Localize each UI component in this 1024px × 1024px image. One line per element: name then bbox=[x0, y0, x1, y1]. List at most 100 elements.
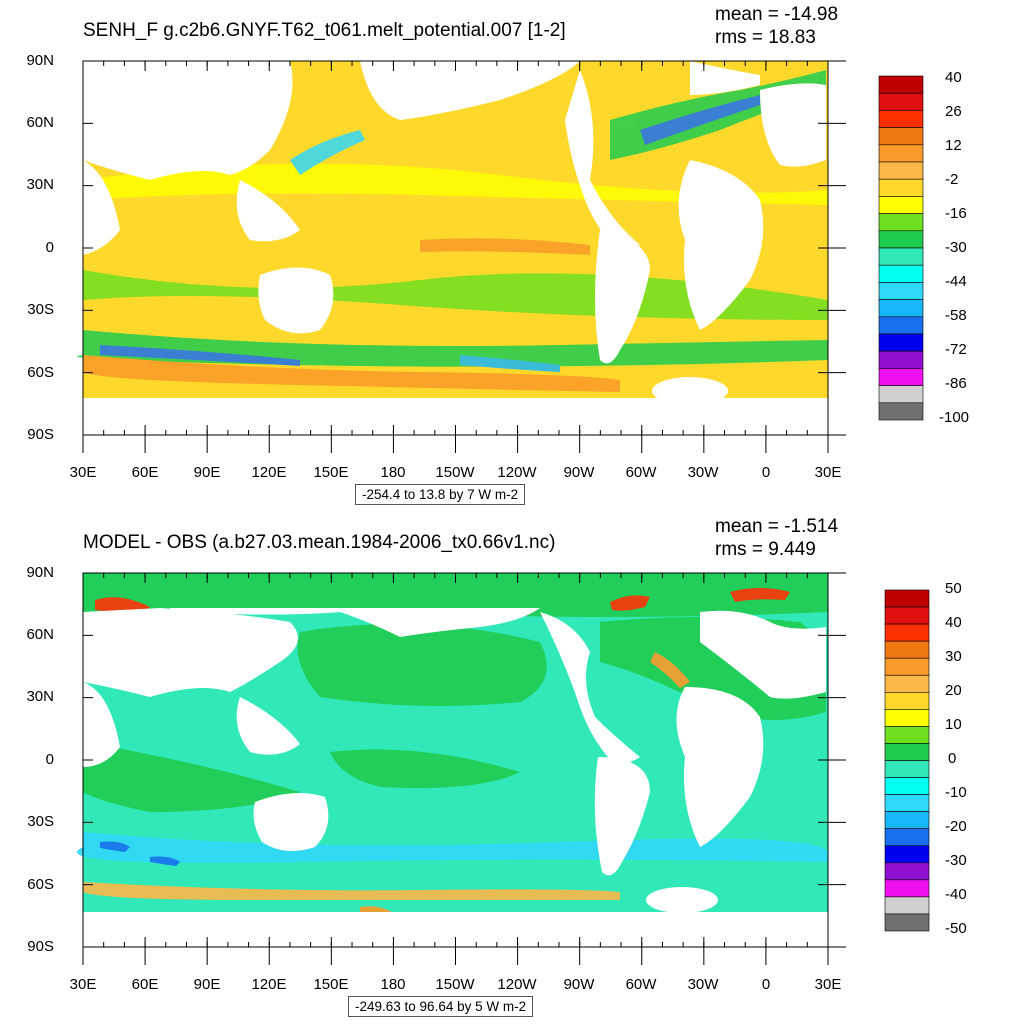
colorbar-label: -10 bbox=[945, 784, 967, 801]
mean-value: mean = -1.514 bbox=[715, 516, 839, 537]
panel-title: SENH_F g.c2b6.GNYF.T62_t061.melt_potenti… bbox=[83, 20, 566, 41]
colorbar-label: 26 bbox=[945, 103, 962, 120]
colorbar-swatch bbox=[878, 247, 924, 266]
colorbar-swatch bbox=[884, 794, 930, 812]
lon-label: 150E bbox=[313, 976, 349, 993]
contour-range-label: -249.63 to 96.64 by 5 W m-2 bbox=[348, 996, 534, 1017]
colorbar-swatch bbox=[884, 640, 930, 659]
colorbar-swatch bbox=[884, 845, 930, 864]
lon-label: 30E bbox=[814, 976, 842, 993]
lon-label: 90E bbox=[193, 464, 221, 481]
colorbar-swatch bbox=[884, 674, 930, 693]
lat-label-30s: 30S bbox=[27, 301, 54, 318]
lon-ticks bbox=[82, 573, 829, 965]
colorbar-label: 12 bbox=[945, 137, 962, 154]
colorbar-label: -86 bbox=[945, 375, 967, 392]
lat-label-30n: 30N bbox=[26, 688, 54, 705]
colorbar-swatch bbox=[878, 368, 924, 386]
colorbar-label: 40 bbox=[945, 614, 962, 631]
lon-label: 60E bbox=[131, 976, 159, 993]
colorbar-swatch bbox=[878, 144, 924, 163]
colorbar-swatch bbox=[884, 606, 930, 625]
colorbar-swatch bbox=[878, 92, 924, 111]
colorbar-label: -16 bbox=[945, 205, 967, 222]
lon-label: 150W bbox=[435, 976, 475, 993]
lon-label: 30E bbox=[814, 464, 842, 481]
lat-label-60n: 60N bbox=[26, 626, 54, 643]
colorbar-label: -50 bbox=[945, 920, 967, 937]
colorbar-swatch bbox=[878, 161, 924, 180]
colorbar-swatch bbox=[878, 385, 924, 404]
lat-ticks bbox=[83, 572, 846, 948]
colorbar-label: -58 bbox=[945, 307, 967, 324]
colorbar-swatch bbox=[878, 333, 924, 352]
lat-label-90n: 90N bbox=[26, 564, 54, 581]
lon-label: 120W bbox=[497, 464, 537, 481]
colorbar-swatch bbox=[884, 709, 930, 727]
mean-value: mean = -14.98 bbox=[715, 4, 839, 25]
lon-label: 30W bbox=[687, 976, 719, 993]
colorbar-swatch bbox=[878, 110, 924, 128]
lon-label: 180 bbox=[380, 464, 406, 481]
lon-label: 120W bbox=[497, 976, 537, 993]
colorbar-swatch bbox=[878, 350, 924, 369]
colorbar-label: 40 bbox=[945, 69, 962, 86]
lon-label: 90W bbox=[563, 976, 595, 993]
colorbar-swatch bbox=[878, 230, 924, 249]
colorbar-swatch bbox=[884, 811, 930, 829]
colorbar-swatch bbox=[884, 743, 930, 761]
rms-value: rms = 9.449 bbox=[715, 539, 816, 560]
lon-label: 150W bbox=[435, 464, 475, 481]
lon-label: 90W bbox=[563, 464, 595, 481]
colorbar-swatch bbox=[884, 828, 930, 847]
colorbar-swatch bbox=[884, 760, 930, 778]
lon-label: 150E bbox=[313, 464, 349, 481]
colorbar-swatch bbox=[878, 282, 924, 300]
lon-label: 0 bbox=[761, 976, 771, 993]
lat-label-30s: 30S bbox=[27, 813, 54, 830]
lon-label: 30E bbox=[69, 976, 97, 993]
colorbar-swatch bbox=[878, 264, 924, 283]
colorbar-label: -44 bbox=[945, 273, 967, 290]
colorbar-swatch bbox=[878, 127, 924, 146]
lat-ticks bbox=[83, 60, 846, 436]
lon-label: 120E bbox=[251, 464, 287, 481]
colorbar-swatch bbox=[884, 623, 930, 642]
lat-label-30n: 30N bbox=[26, 176, 54, 193]
colorbar-label: 30 bbox=[945, 648, 962, 665]
lon-label: 60E bbox=[131, 464, 159, 481]
lat-label-60s: 60S bbox=[27, 364, 54, 381]
colorbar-label: -100 bbox=[939, 409, 970, 426]
colorbar-swatch bbox=[884, 777, 930, 795]
colorbar-swatch bbox=[878, 316, 924, 335]
colorbar-label: -2 bbox=[945, 171, 959, 188]
lat-label-60n: 60N bbox=[26, 114, 54, 131]
contour-bands bbox=[76, 573, 828, 920]
colorbar-swatch bbox=[878, 196, 924, 214]
lon-label: 60W bbox=[625, 976, 657, 993]
colorbar-swatch bbox=[884, 913, 930, 932]
colorbar-label: -30 bbox=[945, 852, 967, 869]
rms-value: rms = 18.83 bbox=[715, 27, 816, 48]
colorbar-swatch bbox=[878, 75, 924, 94]
land-masses bbox=[83, 608, 828, 947]
colorbar-swatch bbox=[884, 692, 930, 710]
colorbar-label: -20 bbox=[945, 818, 967, 835]
lon-label: 120E bbox=[251, 976, 287, 993]
colorbar-swatch bbox=[884, 879, 930, 898]
lat-label-0: 0 bbox=[45, 239, 54, 256]
colorbar-label: -30 bbox=[945, 239, 967, 256]
melt-potential-panel: SENH_F g.c2b6.GNYF.T62_t061.melt_potenti… bbox=[26, 4, 970, 505]
contour-range-label: -254.4 to 13.8 by 7 W m-2 bbox=[355, 484, 526, 505]
colorbar-swatch bbox=[878, 213, 924, 232]
colorbar-label: 50 bbox=[945, 580, 962, 597]
lon-label: 30E bbox=[69, 464, 97, 481]
colorbar bbox=[884, 589, 930, 932]
colorbar-label: -40 bbox=[945, 886, 967, 903]
colorbar-label: 20 bbox=[945, 682, 962, 699]
lon-label: 90E bbox=[193, 976, 221, 993]
lon-label: 180 bbox=[380, 976, 406, 993]
colorbar-swatch bbox=[884, 896, 930, 915]
lon-label: 30W bbox=[687, 464, 719, 481]
colorbar bbox=[878, 75, 924, 421]
